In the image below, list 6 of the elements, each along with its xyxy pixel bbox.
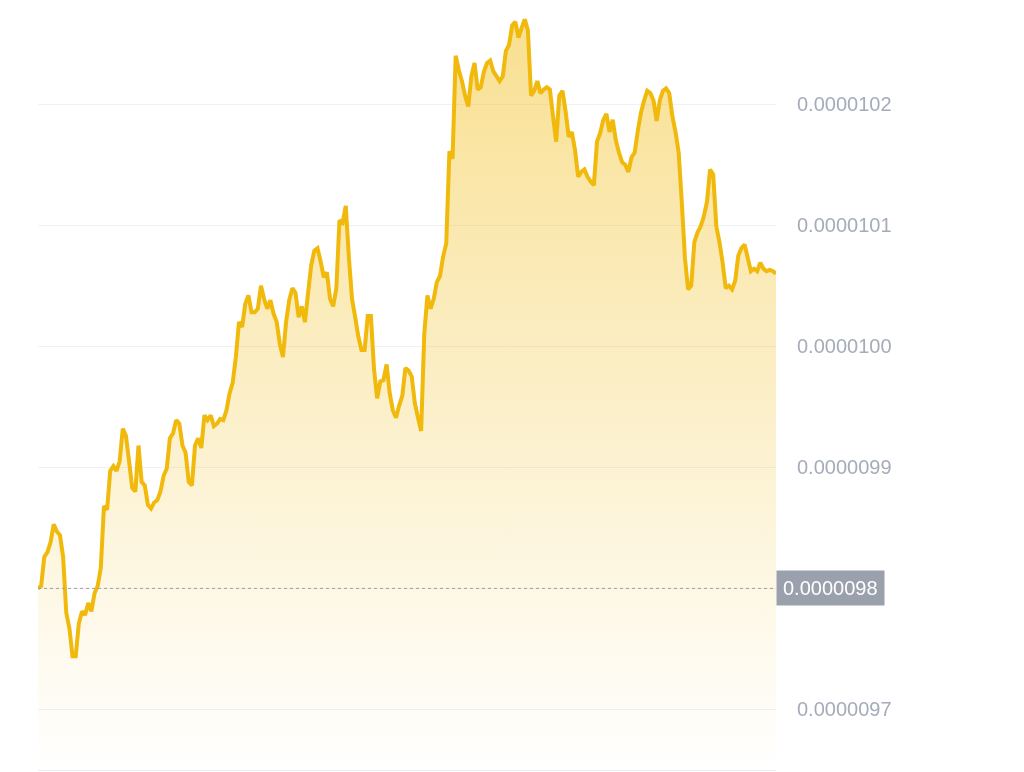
y-tick-label: 0.0000101 xyxy=(797,214,892,237)
y-tick-label: 0.0000097 xyxy=(797,698,892,721)
ref-line-label: 0.0000098 xyxy=(783,577,878,599)
y-tick-label: 0.0000099 xyxy=(797,456,892,479)
y-tick-label: 0.0000102 xyxy=(797,93,892,116)
y-tick-label: 0.0000100 xyxy=(797,335,892,358)
